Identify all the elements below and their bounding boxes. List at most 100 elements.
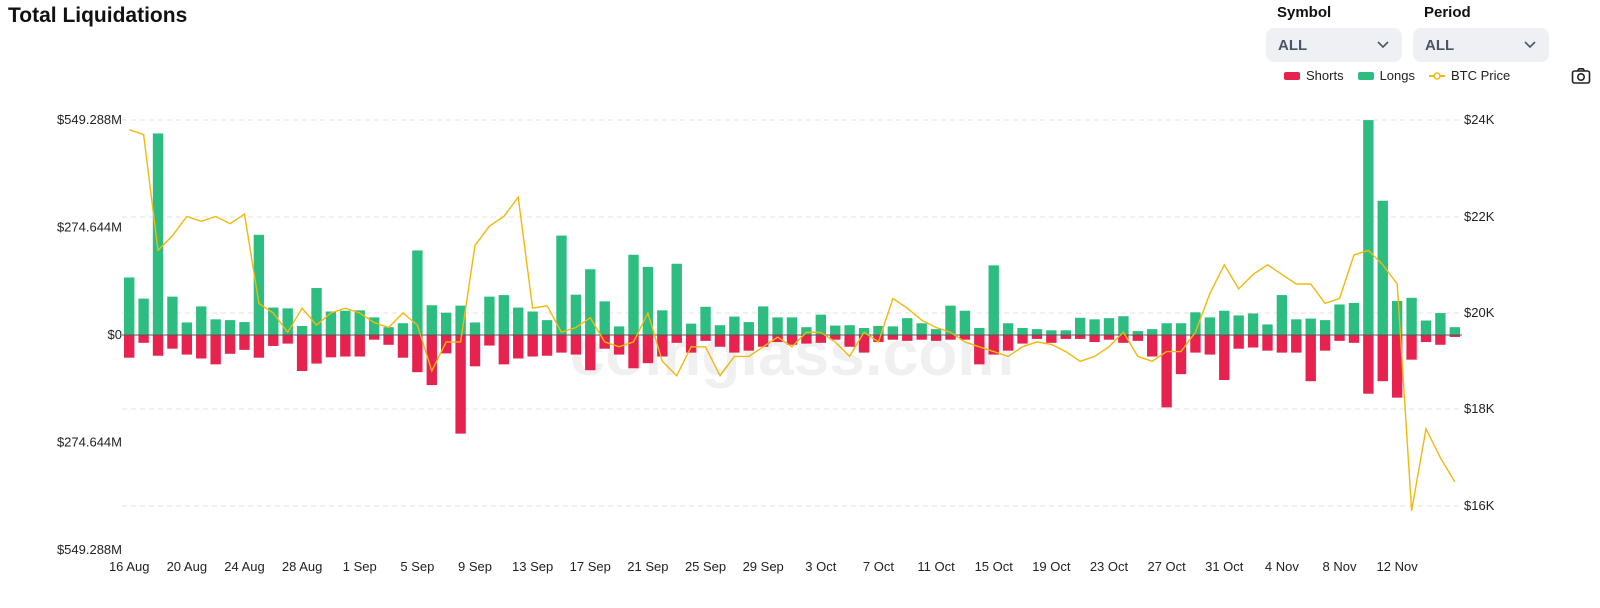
longs-bar (613, 326, 625, 335)
longs-bar (959, 310, 971, 335)
period-select[interactable]: ALL (1413, 28, 1549, 62)
shorts-bar (628, 335, 639, 369)
longs-bar (1377, 200, 1388, 335)
longs-bar (556, 235, 567, 335)
camera-icon[interactable] (1571, 67, 1591, 85)
longs-bar (887, 326, 899, 335)
longs-bar (714, 325, 726, 335)
shorts-bar (1031, 335, 1043, 339)
shorts-bar (815, 335, 827, 343)
longs-bar (786, 317, 798, 335)
shorts-bar (570, 335, 582, 355)
longs-bar (1348, 302, 1360, 335)
longs-bar (1435, 313, 1446, 335)
shorts-bar (541, 335, 553, 356)
shorts-bar (1406, 335, 1417, 360)
longs-bar (455, 305, 466, 335)
longs-bar (527, 311, 538, 335)
shorts-bar (1017, 335, 1028, 344)
shorts-bar (253, 335, 265, 358)
longs-bar (426, 305, 437, 335)
longs-bar (729, 316, 740, 335)
x-tick-label: 1 Sep (343, 559, 377, 574)
y-tick-label: $274.644M (57, 220, 122, 235)
legend-item-shorts[interactable]: Shorts (1284, 68, 1344, 83)
symbol-value: ALL (1278, 36, 1308, 54)
symbol-select[interactable]: ALL (1266, 28, 1402, 62)
longs-bar (138, 298, 149, 335)
shorts-bar (642, 335, 654, 364)
longs-bar (181, 322, 193, 335)
y2-tick-label: $18K (1464, 401, 1495, 416)
x-tick-label: 15 Oct (975, 559, 1014, 574)
longs-bar (801, 327, 812, 335)
shorts-bar (757, 335, 769, 347)
longs-bar (743, 322, 754, 335)
longs-bar (945, 305, 956, 335)
longs-bar (282, 308, 293, 335)
x-tick-label: 8 Nov (1323, 559, 1357, 574)
shorts-swatch (1284, 71, 1300, 80)
longs-bar (1233, 315, 1244, 335)
period-value: ALL (1425, 36, 1455, 54)
longs-bar (1363, 120, 1374, 335)
longs-bar (1391, 300, 1403, 335)
shorts-bar (1247, 335, 1259, 348)
shorts-bar (469, 335, 481, 367)
x-tick-label: 25 Sep (685, 559, 726, 574)
chart-title: Total Liquidations (8, 4, 188, 27)
x-tick-label: 19 Oct (1032, 559, 1071, 574)
shorts-bar (1363, 335, 1374, 394)
longs-bar (1031, 329, 1043, 335)
shorts-bar (1204, 335, 1216, 355)
longs-bar (671, 263, 682, 335)
longs-bar (1175, 323, 1187, 335)
longs-bar (1060, 330, 1071, 335)
shorts-bar (455, 335, 466, 434)
longs-bar (657, 310, 668, 335)
longs-bar (354, 310, 365, 335)
shorts-bar (657, 335, 668, 357)
legend-item-longs[interactable]: Longs (1357, 68, 1415, 83)
shorts-bar (786, 335, 798, 345)
shorts-bar (1262, 335, 1273, 351)
x-tick-label: 13 Sep (512, 559, 553, 574)
shorts-bar (268, 335, 279, 346)
shorts-bar (441, 335, 452, 354)
shorts-bar (945, 335, 956, 340)
longs-bar (296, 325, 308, 335)
shorts-bar (1377, 335, 1388, 382)
x-tick-label: 7 Oct (863, 559, 894, 574)
shorts-bar (1305, 335, 1316, 382)
x-tick-label: 28 Aug (282, 559, 323, 574)
longs-bar (124, 277, 135, 335)
longs-bar (1089, 319, 1100, 335)
legend-item-btc-price[interactable]: BTC Price (1429, 68, 1510, 83)
x-tick-label: 11 Oct (917, 559, 955, 574)
longs-bar (441, 312, 452, 335)
shorts-bar (1334, 335, 1345, 341)
longs-bar (1161, 323, 1172, 335)
longs-bar (368, 317, 380, 335)
longs-bar (325, 311, 337, 335)
shorts-bar (1002, 335, 1014, 351)
longs-bar (916, 323, 927, 335)
longs-bar (585, 269, 596, 335)
longs-bar (902, 318, 913, 335)
x-tick-label: 24 Aug (224, 559, 265, 574)
longs-bar (1291, 319, 1302, 335)
shorts-bar (1420, 335, 1432, 343)
shorts-bar (412, 335, 423, 373)
shorts-bar (1319, 335, 1331, 351)
x-tick-label: 9 Sep (458, 559, 492, 574)
x-tick-label: 27 Oct (1147, 559, 1186, 574)
shorts-bar (671, 335, 682, 343)
shorts-bar (988, 335, 999, 355)
longs-bar (268, 307, 279, 335)
shorts-bar (124, 335, 135, 358)
longs-bar (1449, 327, 1460, 335)
x-tick-label: 29 Sep (743, 559, 784, 574)
shorts-bar (772, 335, 783, 343)
chevron-down-icon (1376, 38, 1390, 52)
shorts-bar (1060, 335, 1071, 339)
